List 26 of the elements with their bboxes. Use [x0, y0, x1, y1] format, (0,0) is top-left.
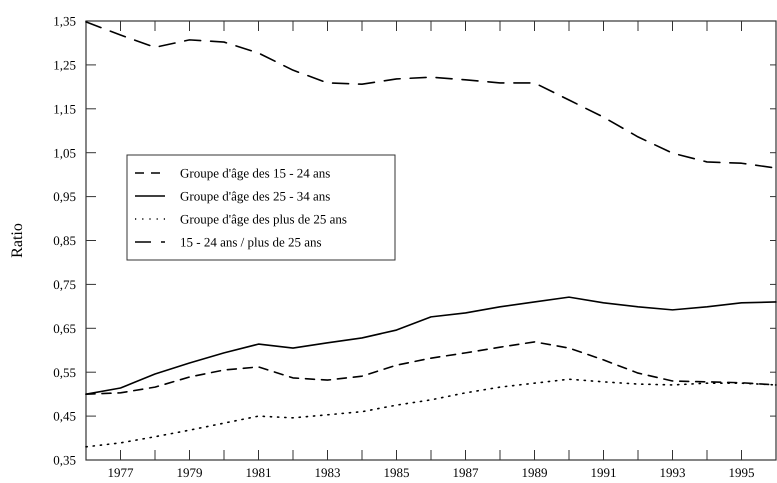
x-tick-label: 1985 [384, 465, 410, 480]
x-tick-label: 1977 [108, 465, 134, 480]
y-tick-label: 0,75 [53, 276, 76, 292]
y-tick-label: 0,45 [53, 408, 76, 424]
x-tick-label: 1987 [452, 465, 479, 480]
y-tick-label: 1,05 [53, 145, 76, 160]
y-tick-label: 0,55 [53, 364, 76, 380]
y-tick-label: 1,15 [53, 101, 76, 116]
legend-label: Groupe d'âge des plus de 25 ans [180, 212, 347, 227]
legend-label: Groupe d'âge des 25 - 34 ans [180, 188, 330, 204]
x-tick-label: 1983 [314, 465, 340, 480]
y-tick-label: 0,35 [53, 452, 76, 468]
y-tick-label: 1,25 [53, 57, 76, 72]
x-tick-label: 1981 [246, 465, 272, 480]
x-tick-label: 1991 [590, 465, 616, 480]
y-tick-label: 0,65 [53, 320, 76, 336]
y-tick-label: 1,35 [53, 14, 76, 29]
x-tick-label: 1989 [522, 465, 548, 480]
legend-label: Groupe d'âge des 15 - 24 ans [180, 166, 330, 181]
y-axis-title: Ratio [9, 223, 26, 258]
y-tick-label: 0,95 [53, 189, 76, 204]
x-tick-label: 1979 [176, 465, 202, 480]
x-tick-label: 1995 [728, 465, 754, 480]
legend-label: 15 - 24 ans / plus de 25 ans [180, 234, 322, 250]
x-tick-label: 1993 [660, 465, 686, 480]
y-tick-label: 0,85 [53, 233, 76, 248]
